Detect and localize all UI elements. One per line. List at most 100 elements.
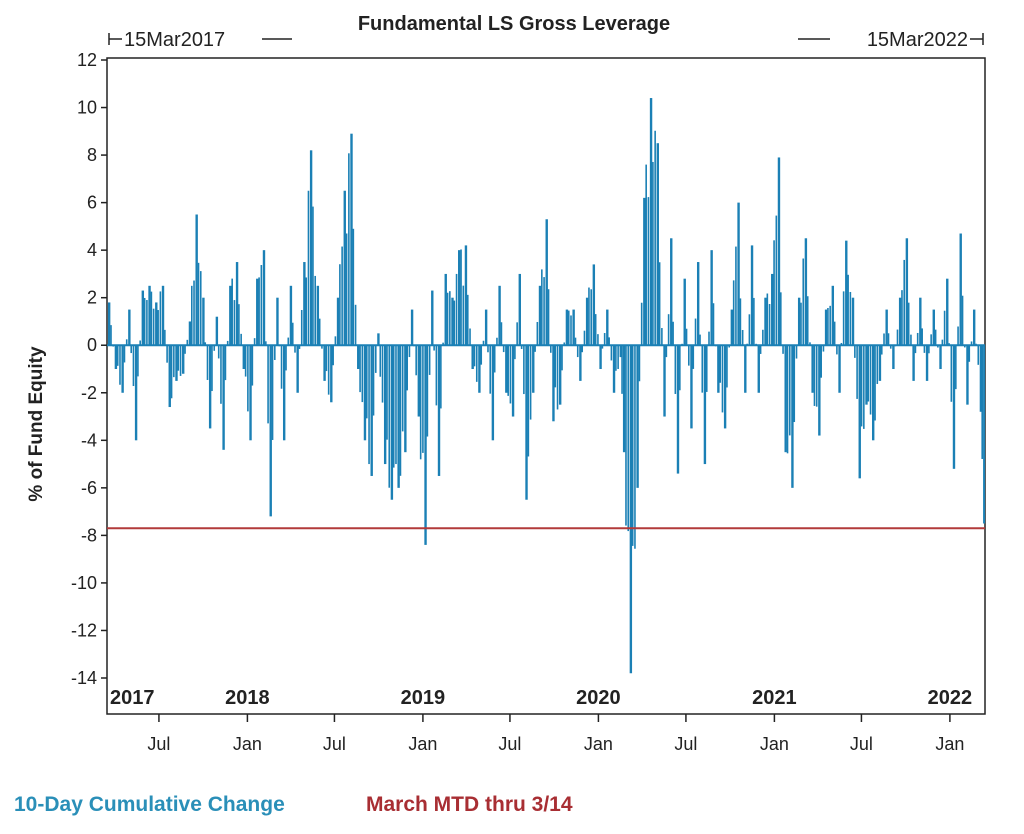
bar-fill [372,345,375,416]
bar-fill [588,287,590,346]
bar-fill [679,345,681,391]
bar [979,345,983,412]
bar [532,345,535,393]
bar [444,273,447,346]
bar-fill [556,345,559,410]
bar-fill [887,333,890,346]
bar-fill [399,345,402,476]
bar [552,345,555,422]
bar-fill [368,345,370,465]
bar [357,345,360,369]
bar-fill [307,190,310,346]
bar-fill [721,345,724,413]
bar-fill [638,345,641,382]
bar-fill [786,345,789,454]
bar [905,238,909,346]
bar [282,345,286,441]
bar [289,285,293,346]
bar-fill [388,345,391,488]
bar [811,345,814,393]
bar [431,290,434,346]
bar-fill [318,318,321,346]
bar-fill [271,345,274,440]
bar-fill [157,310,159,346]
bar [296,345,299,393]
bar-fill [903,259,906,346]
bar [878,345,882,381]
bar-fill [190,285,193,346]
bar [336,297,340,346]
bar [831,285,835,346]
bar-fill [332,345,334,366]
range-end-marker: 15Mar2022 [798,29,984,51]
bar-fill [374,345,377,373]
bar [417,345,421,417]
bar [649,98,653,346]
bar [838,345,841,393]
bar [622,345,626,453]
bar-fill [889,345,892,349]
x-tick-label: Jul [850,734,873,754]
bar-fill [570,315,572,346]
bar-fill [910,334,912,346]
bar [764,297,767,346]
bar-fill [667,314,670,346]
bar [363,345,367,441]
bar [262,250,266,346]
bar-fill [576,345,579,358]
bar-fill [146,300,148,346]
bar-fill [970,341,973,346]
bar [710,250,713,346]
bar-fill [822,345,825,352]
bar-fill [173,345,175,378]
bar-fill [955,345,957,390]
bar-fill [688,345,690,366]
y-axis: 12 10 8 6 4 2 0 -2 -4 -6 -8 -10 -12 -14 [71,50,107,688]
year-labels: 2017 2018 2019 2020 2021 2022 [110,687,972,709]
bar-fill [672,321,674,346]
bar-fill [981,345,983,459]
bar-fill [152,308,155,346]
bar [525,345,528,500]
bar [619,345,622,358]
bar [458,250,461,346]
bar [892,345,895,369]
bar [188,321,192,346]
bar-fill [581,345,584,353]
bar [966,345,969,405]
bar-fill [610,345,613,361]
bar-fill [231,278,233,346]
y-axis-label: % of Fund Equity [26,346,47,502]
y-tick-label: 6 [87,193,97,213]
bar-fill [415,345,417,376]
bar-fill [469,328,471,346]
bar-fill [590,289,592,346]
bar [972,309,976,346]
bar-fill [563,342,566,346]
bar [437,345,441,476]
bar-fill [401,345,404,432]
x-tick-label: Jul [498,734,521,754]
bar [750,245,754,346]
bar-fill [634,345,636,549]
bar [629,345,633,674]
bar [397,345,400,488]
bar [195,214,198,346]
bar-fill [251,345,254,386]
plot-frame [106,57,986,715]
bar-fill [712,303,715,346]
bar [670,238,673,346]
bar [249,345,252,441]
bar-fill [603,333,606,346]
bar [471,345,474,369]
bar-fill [773,240,775,346]
bar-fill [780,292,782,346]
bar [309,150,313,346]
y-tick-label: -6 [81,478,97,498]
bar-fill [840,342,843,346]
bar-fill [640,302,643,346]
bar-fill [567,310,570,346]
bar [208,345,212,429]
bar [925,345,929,381]
bar-fill [847,274,849,346]
